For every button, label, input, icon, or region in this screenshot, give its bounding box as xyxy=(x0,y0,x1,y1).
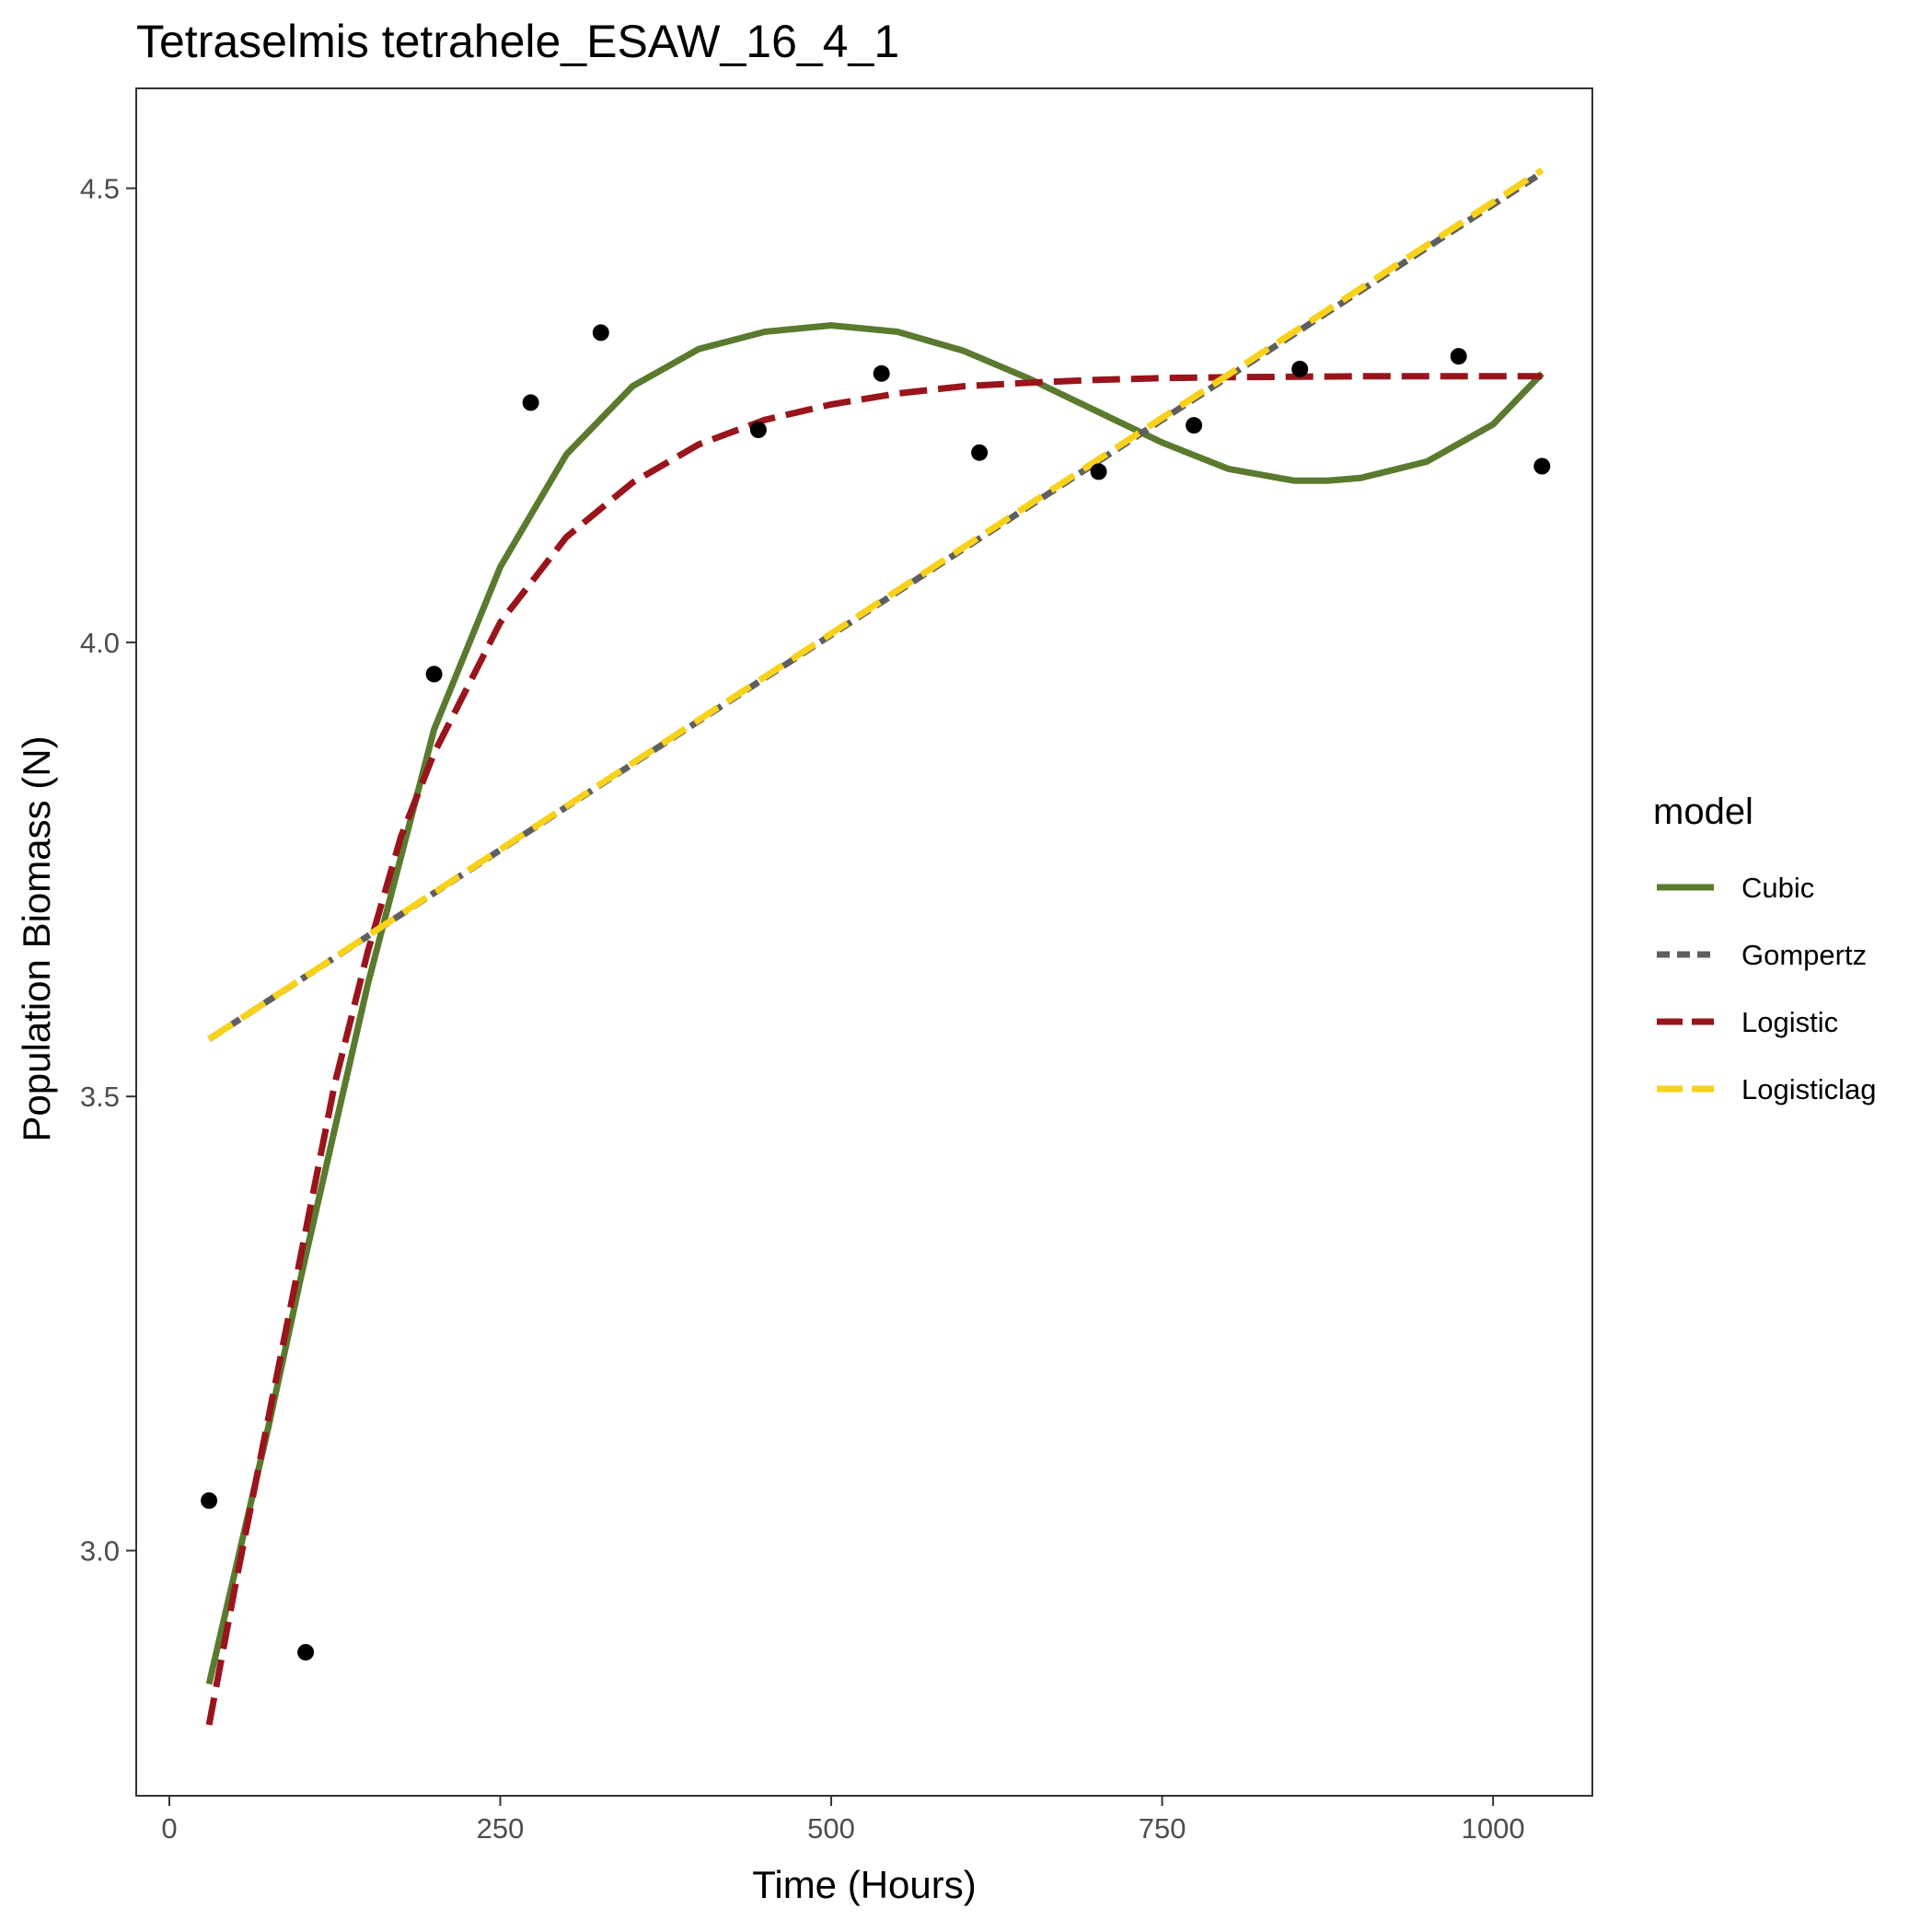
series-line-logisticlag xyxy=(207,167,1544,1043)
data-point xyxy=(1450,348,1467,365)
data-point xyxy=(522,394,539,411)
data-point xyxy=(297,1644,315,1661)
data-point xyxy=(1090,463,1107,480)
y-axis: 3.0 3.5 4.0 4.5 xyxy=(80,173,136,1568)
data-point xyxy=(425,665,443,683)
data-point xyxy=(971,444,989,461)
data-point xyxy=(749,422,767,438)
series-line-logistic xyxy=(205,373,1543,1726)
legend-label-cubic: Cubic xyxy=(1741,872,1814,904)
chart-title: Tetraselmis tetrahele_ESAW_16_4_1 xyxy=(136,16,899,67)
y-tick-label: 4.0 xyxy=(80,627,120,659)
y-tick-label: 3.5 xyxy=(80,1081,120,1113)
data-point xyxy=(201,1492,218,1510)
series-layer xyxy=(205,167,1544,1726)
y-axis-label: Population Biomass (N) xyxy=(15,735,58,1141)
y-tick-label: 3.0 xyxy=(80,1535,120,1568)
x-tick-label: 0 xyxy=(161,1812,177,1845)
x-tick-label: 250 xyxy=(477,1812,525,1845)
data-point xyxy=(873,364,890,382)
x-tick-label: 500 xyxy=(807,1812,855,1845)
legend-label-logisticlag: Logisticlag xyxy=(1741,1073,1876,1105)
data-point xyxy=(1291,360,1309,377)
legend-title: model xyxy=(1653,792,1753,832)
x-axis: 0 250 500 750 1000 xyxy=(161,1796,1525,1845)
legend-label-logistic: Logistic xyxy=(1741,1006,1838,1038)
data-point xyxy=(592,324,609,341)
y-tick-label: 4.5 xyxy=(80,173,120,205)
legend-label-gompertz: Gompertz xyxy=(1741,939,1867,971)
plot-border xyxy=(135,87,1593,1797)
data-point xyxy=(1533,457,1551,475)
x-tick-label: 750 xyxy=(1139,1812,1186,1845)
legend: model Cubic Gompertz Logistic Logisticlag xyxy=(1653,792,1876,1105)
data-point xyxy=(1186,417,1203,434)
x-axis-label: Time (Hours) xyxy=(752,1863,976,1906)
points-layer xyxy=(201,324,1551,1661)
x-tick-label: 1000 xyxy=(1462,1812,1525,1845)
